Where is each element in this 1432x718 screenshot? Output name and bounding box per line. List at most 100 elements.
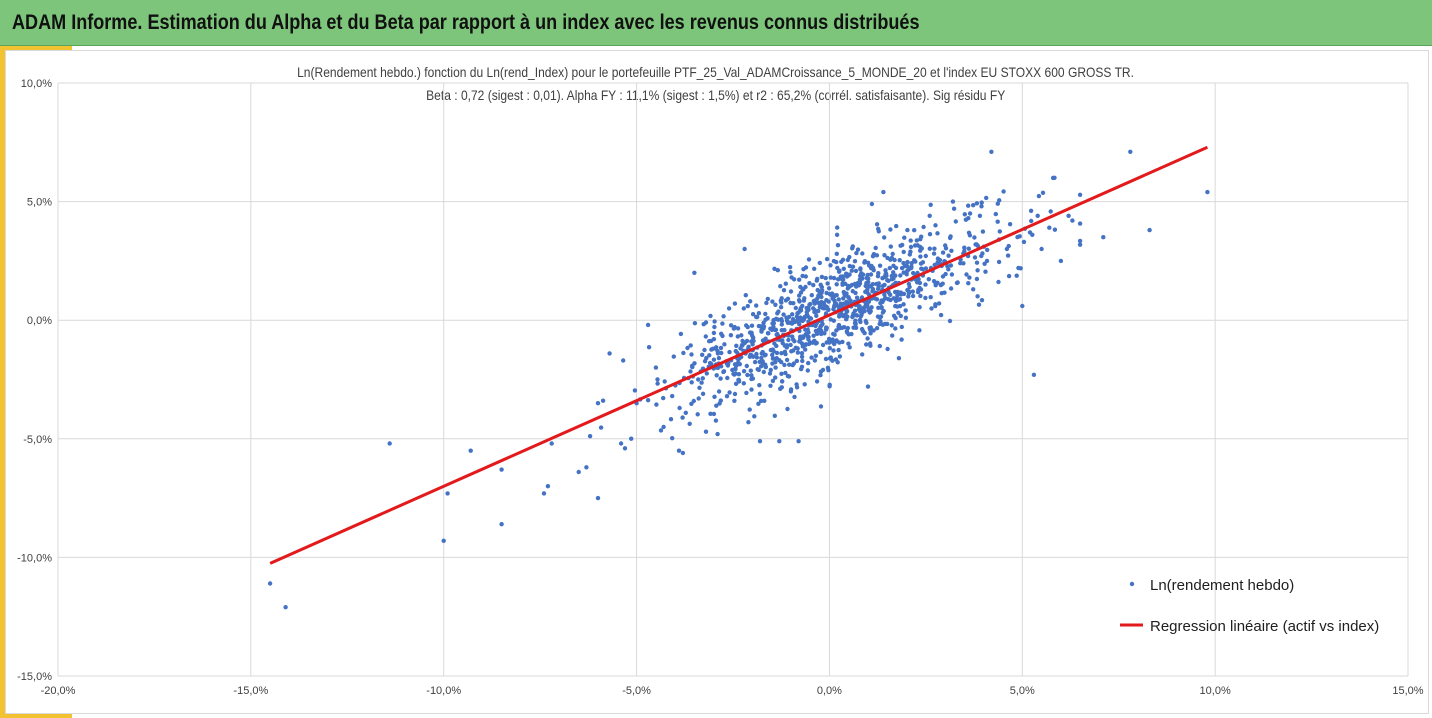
scatter-point bbox=[703, 320, 709, 325]
scatter-point bbox=[1021, 239, 1027, 245]
scatter-point bbox=[806, 360, 811, 366]
scatter-point bbox=[744, 363, 749, 369]
scatter-point bbox=[896, 310, 901, 315]
scatter-point bbox=[793, 305, 798, 311]
scatter-point bbox=[917, 280, 923, 286]
scatter-point bbox=[1048, 209, 1053, 214]
scatter-point bbox=[750, 376, 756, 381]
scatter-point bbox=[750, 335, 756, 340]
scatter-point bbox=[882, 253, 887, 258]
scatter-point bbox=[869, 201, 875, 207]
scatter-point bbox=[441, 538, 446, 543]
scatter-point bbox=[1128, 149, 1133, 154]
scatter-point bbox=[914, 238, 919, 243]
scatter-point bbox=[779, 351, 784, 356]
scatter-point bbox=[849, 331, 854, 337]
scatter-point bbox=[853, 325, 859, 330]
scatter-point bbox=[784, 357, 790, 363]
scatter-point bbox=[1001, 189, 1006, 194]
scatter-point bbox=[875, 274, 881, 279]
scatter-point bbox=[760, 349, 765, 355]
scatter-point bbox=[1006, 243, 1011, 249]
scatter-point bbox=[794, 358, 800, 364]
scatter-point bbox=[871, 328, 876, 333]
scatter-point bbox=[876, 305, 881, 310]
scatter-point bbox=[645, 398, 651, 403]
scatter-point bbox=[621, 358, 626, 363]
scatter-point bbox=[1015, 234, 1020, 240]
scatter-point bbox=[661, 424, 666, 430]
scatter-point bbox=[283, 605, 288, 610]
scatter-point bbox=[819, 299, 824, 305]
scatter-point bbox=[917, 305, 922, 310]
scatter-point bbox=[748, 299, 753, 304]
scatter-point bbox=[655, 377, 660, 382]
scatter-point bbox=[749, 323, 755, 328]
scatter-point bbox=[923, 253, 928, 259]
scatter-point bbox=[600, 398, 606, 403]
scatter-point bbox=[792, 394, 797, 400]
scatter-point bbox=[747, 407, 752, 412]
scatter-point bbox=[865, 336, 870, 341]
scatter-point bbox=[847, 345, 852, 350]
scatter-point bbox=[834, 232, 840, 237]
scatter-point bbox=[890, 333, 895, 338]
scatter-point bbox=[951, 206, 957, 211]
scatter-point bbox=[995, 201, 1000, 206]
scatter-point bbox=[826, 307, 831, 312]
scatter-point bbox=[800, 358, 805, 364]
scatter-point bbox=[865, 272, 870, 278]
scatter-point bbox=[864, 320, 869, 325]
scatter-point bbox=[696, 377, 701, 382]
scatter-point bbox=[853, 268, 859, 274]
scatter-point bbox=[756, 401, 761, 406]
scatter-point bbox=[858, 314, 863, 319]
scatter-point bbox=[748, 368, 753, 373]
scatter-point bbox=[996, 279, 1001, 285]
scatter-point bbox=[734, 343, 739, 348]
scatter-point bbox=[772, 341, 777, 346]
scatter-point bbox=[907, 252, 912, 257]
scatter-point bbox=[770, 352, 775, 358]
scatter-point bbox=[716, 355, 722, 361]
scatter-point bbox=[749, 373, 754, 378]
scatter-point bbox=[910, 293, 916, 299]
scatter-point bbox=[739, 333, 744, 338]
scatter-point bbox=[704, 371, 709, 376]
scatter-point bbox=[815, 331, 820, 336]
scatter-point bbox=[958, 261, 963, 266]
scatter-point bbox=[803, 331, 809, 337]
scatter-point bbox=[874, 326, 880, 331]
scatter-point bbox=[791, 301, 796, 306]
scatter-point bbox=[777, 358, 782, 363]
y-tick-label: 10,0% bbox=[21, 78, 52, 90]
scatter-point bbox=[837, 354, 843, 359]
grid-layer bbox=[57, 82, 1409, 677]
scatter-point bbox=[800, 318, 805, 324]
scatter-point bbox=[997, 229, 1002, 234]
scatter-point bbox=[844, 330, 850, 335]
scatter-point bbox=[687, 421, 692, 426]
scatter-point bbox=[1070, 218, 1075, 223]
scatter-point bbox=[834, 251, 839, 256]
scatter-point bbox=[894, 223, 899, 229]
scatter-point bbox=[670, 436, 675, 441]
scatter-point bbox=[896, 356, 902, 361]
scatter-point bbox=[817, 305, 822, 310]
scatter-point bbox=[700, 376, 705, 381]
scatter-point bbox=[946, 253, 951, 258]
scatter-point bbox=[772, 413, 777, 418]
accent-tab bbox=[0, 46, 5, 718]
scatter-point bbox=[814, 278, 819, 283]
scatter-point bbox=[713, 418, 719, 423]
scatter-point bbox=[889, 323, 894, 328]
scatter-point bbox=[653, 365, 659, 370]
scatter-point bbox=[847, 272, 852, 277]
scatter-point bbox=[836, 347, 841, 353]
scatter-point bbox=[712, 394, 717, 399]
scatter-point bbox=[931, 251, 937, 256]
scatter-point bbox=[683, 410, 688, 415]
scatter-point bbox=[800, 286, 805, 292]
scatter-point bbox=[885, 346, 890, 352]
scatter-point bbox=[818, 282, 823, 287]
